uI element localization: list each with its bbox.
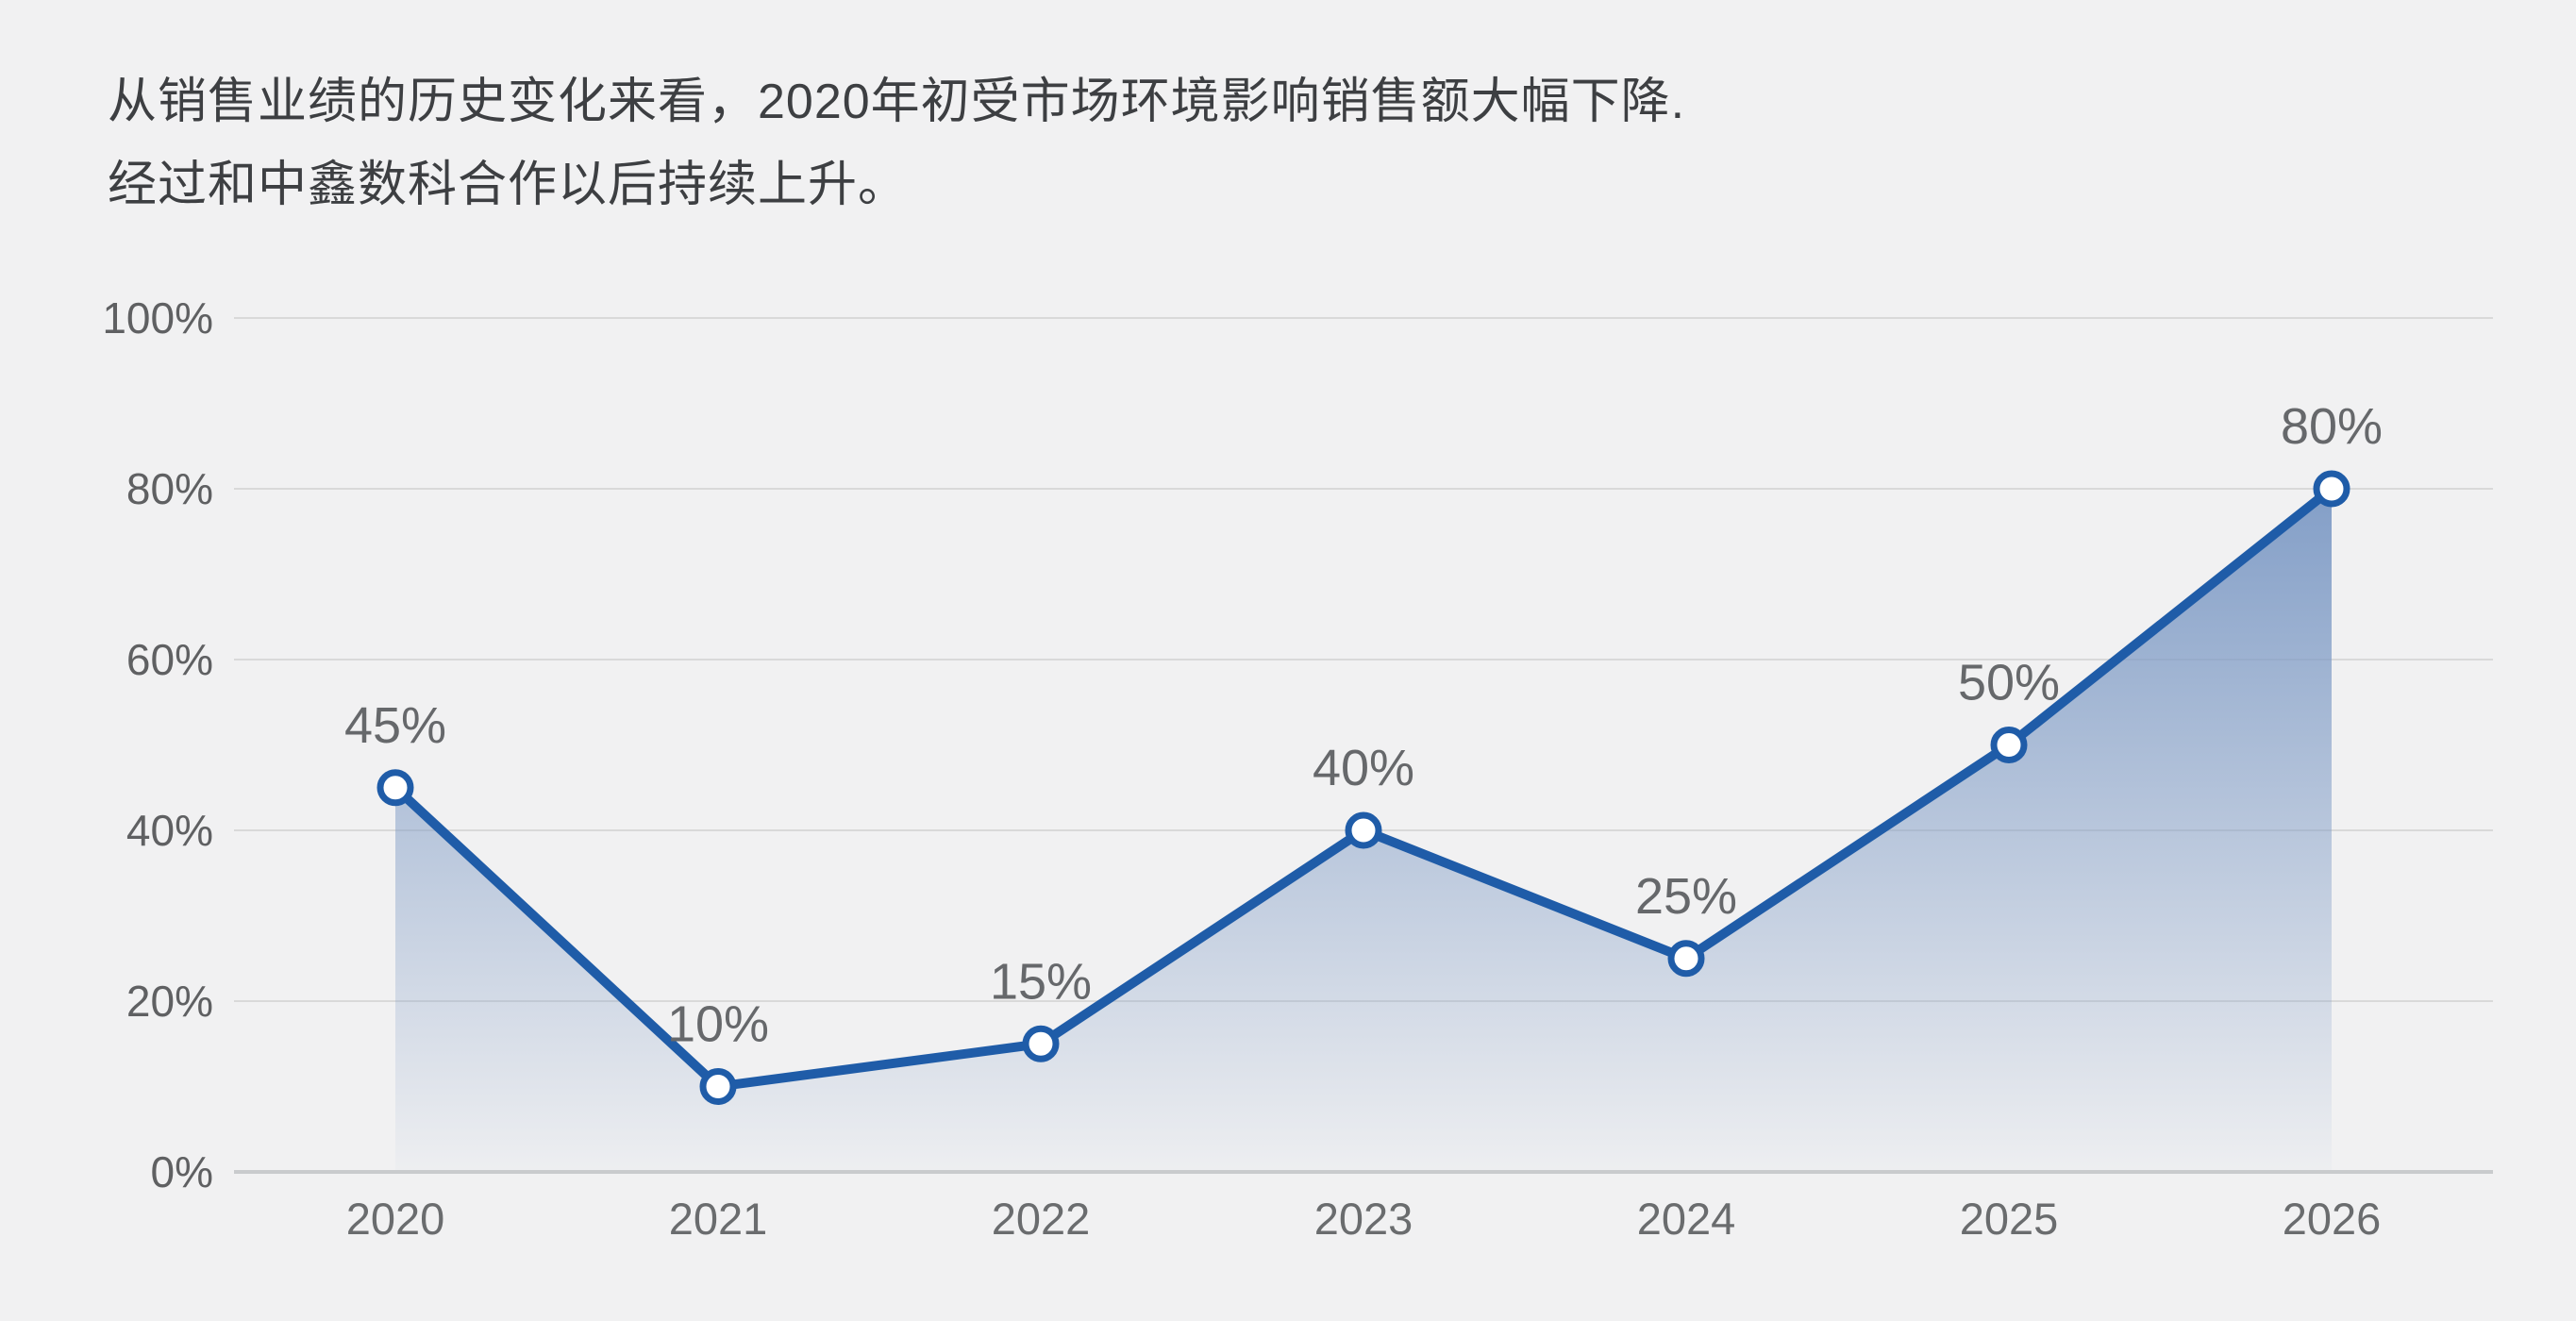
x-axis-tick-label: 2025 xyxy=(1960,1194,2059,1244)
y-axis-tick-label: 0% xyxy=(151,1147,213,1196)
data-point-label: 45% xyxy=(344,697,446,754)
x-axis-tick-label: 2026 xyxy=(2283,1194,2382,1244)
data-point-marker xyxy=(2313,470,2350,508)
x-axis-tick-label: 2023 xyxy=(1314,1194,1413,1244)
y-axis-tick-label: 100% xyxy=(102,293,213,343)
y-axis-tick-label: 60% xyxy=(126,635,213,684)
x-axis-tick-label: 2020 xyxy=(346,1194,445,1244)
title-line-1: 从销售业绩的历史变化来看，2020年初受市场环境影响销售额大幅下降. xyxy=(108,75,1686,129)
x-axis-tick-label: 2022 xyxy=(992,1194,1091,1244)
data-point-label: 50% xyxy=(1958,655,2060,711)
data-point-label: 80% xyxy=(2281,398,2383,455)
data-point-marker xyxy=(1022,1025,1060,1062)
y-axis-tick-label: 40% xyxy=(126,806,213,855)
data-point-marker xyxy=(1990,727,2028,763)
page-title: 从销售业绩的历史变化来看，2020年初受市场环境影响销售额大幅下降. 经过和中鑫… xyxy=(108,60,1685,226)
data-point-label: 25% xyxy=(1635,868,1737,925)
data-point-marker xyxy=(1345,811,1382,849)
x-axis-tick-label: 2024 xyxy=(1637,1194,1736,1244)
y-axis-tick-label: 80% xyxy=(126,464,213,513)
data-point-marker xyxy=(699,1068,737,1105)
data-point-marker xyxy=(1667,940,1705,978)
data-point-label: 40% xyxy=(1313,740,1414,796)
data-point-label: 10% xyxy=(667,996,769,1053)
y-axis-tick-label: 20% xyxy=(126,977,213,1026)
data-point-marker xyxy=(376,769,414,807)
title-line-2: 经过和中鑫数科合作以后持续上升。 xyxy=(108,158,909,212)
x-axis-tick-label: 2021 xyxy=(669,1194,768,1244)
data-point-label: 15% xyxy=(990,953,1092,1010)
